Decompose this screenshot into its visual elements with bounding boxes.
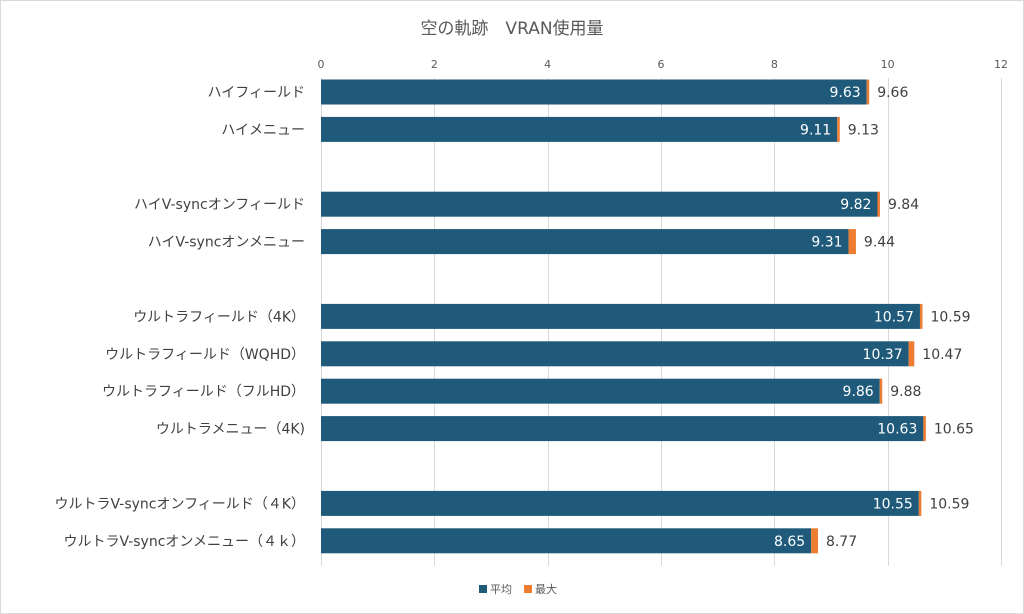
data-label-maximum: 8.77 [826,534,857,550]
bar-maximum [848,229,856,255]
x-tick-labels: 0 2 4 6 8 10 12 [318,58,1009,71]
bar-average [321,303,920,329]
bar-average [321,490,919,516]
data-label-maximum: 9.88 [890,384,921,400]
bar-maximum [908,341,915,367]
bar-average [321,378,880,404]
chart-title: 空の軌跡 VRAN使用量 [420,18,603,39]
x-tick-label: 4 [544,58,551,71]
data-label-average: 10.63 [877,422,917,438]
data-label-average: 9.11 [800,122,831,138]
legend-swatch [479,585,487,593]
category-label: ウルトラフィールド（フルHD） [102,384,305,400]
category-label: ハイメニュー [221,122,305,138]
legend-swatch [524,585,532,593]
category-label: ウルトラフィールド（WQHD） [105,347,305,363]
data-label-maximum: 10.47 [922,347,962,363]
x-tick-label: 12 [994,58,1008,71]
data-label-maximum: 10.59 [930,309,970,325]
bar-average [321,416,924,442]
data-label-average: 8.65 [774,534,805,550]
bar-average [321,229,849,255]
category-label: ウルトラV-syncオンメニュー（４ｋ） [63,534,305,550]
legend-label: 最大 [535,582,557,596]
data-label-average: 9.63 [830,85,861,101]
data-label-maximum: 10.65 [934,422,974,438]
data-label-average: 9.86 [843,384,874,400]
x-tick-label: 2 [431,58,438,71]
data-label-average: 10.37 [863,347,903,363]
category-label: ハイV-syncオンフィールド [134,197,305,213]
category-label: ハイフィールド [208,85,305,101]
x-tick-label: 0 [318,58,325,71]
bar-maximum [811,528,818,554]
bar-maximum [923,416,926,442]
data-label-average: 9.31 [811,235,842,251]
category-label: ハイV-syncオンメニュー [148,235,305,251]
legend: 平均 最大 [479,582,557,596]
data-label-maximum: 9.44 [864,235,895,251]
bar-maximum [919,303,923,329]
data-label-average: 9.82 [840,197,871,213]
x-tick-label: 8 [771,58,778,71]
data-label-maximum: 9.13 [848,122,879,138]
x-tick-label: 10 [881,58,895,71]
data-labels: 9.63 9.66 9.11 9.13 9.82 9.84 9.31 9.44 10.57 10.… [774,85,974,550]
data-label-maximum: 9.84 [888,197,919,213]
bar-average [321,79,867,105]
category-label: ウルトラフィールド（4K） [133,309,305,325]
bar-maximum [877,191,880,217]
bar-maximum [918,490,922,516]
category-labels: ハイフィールドハイメニューハイV-syncオンフィールドハイV-syncオンメニ… [55,85,305,550]
category-label: ウルトラメニュー（4K) [156,422,305,438]
data-label-maximum: 9.66 [877,85,908,101]
x-tick-label: 6 [658,58,665,71]
data-label-average: 10.55 [873,496,913,512]
bar-maximum [879,378,883,404]
bar-average [321,116,838,142]
bar-average [321,191,878,217]
bar-average [321,528,812,554]
data-label-maximum: 10.59 [929,496,969,512]
data-label-average: 10.57 [874,309,914,325]
legend-label: 平均 [490,583,512,596]
category-label: ウルトラV-syncオンフィールド（４K） [55,496,305,512]
bar-average [321,341,909,367]
bar-maximum [837,116,840,142]
bar-layer [321,79,926,554]
bar-maximum [866,79,870,105]
